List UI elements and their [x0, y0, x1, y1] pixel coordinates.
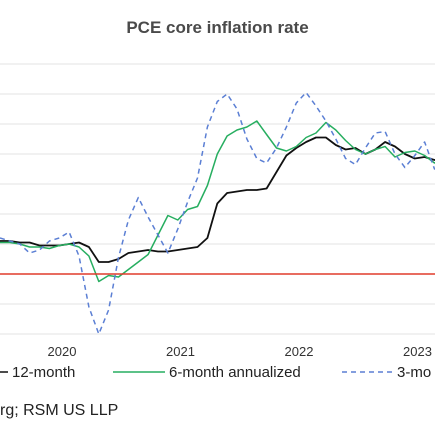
series-line-3-month-annualized [0, 91, 435, 335]
x-tick-label: 2021 [166, 344, 195, 359]
x-tick-label: 2022 [285, 344, 314, 359]
chart-title: PCE core inflation rate [126, 18, 309, 37]
legend-label: 6-month annualized [169, 364, 301, 381]
series-line-6-month-annualized [0, 120, 435, 283]
series-line-12-month [0, 136, 435, 263]
source-note: rg; RSM US LLP [0, 402, 119, 419]
x-tick-label: 2023 [403, 344, 432, 359]
x-tick-label: 2020 [48, 344, 77, 359]
legend-label: 3-mo [397, 364, 431, 381]
legend-label: 12-month [12, 364, 75, 381]
